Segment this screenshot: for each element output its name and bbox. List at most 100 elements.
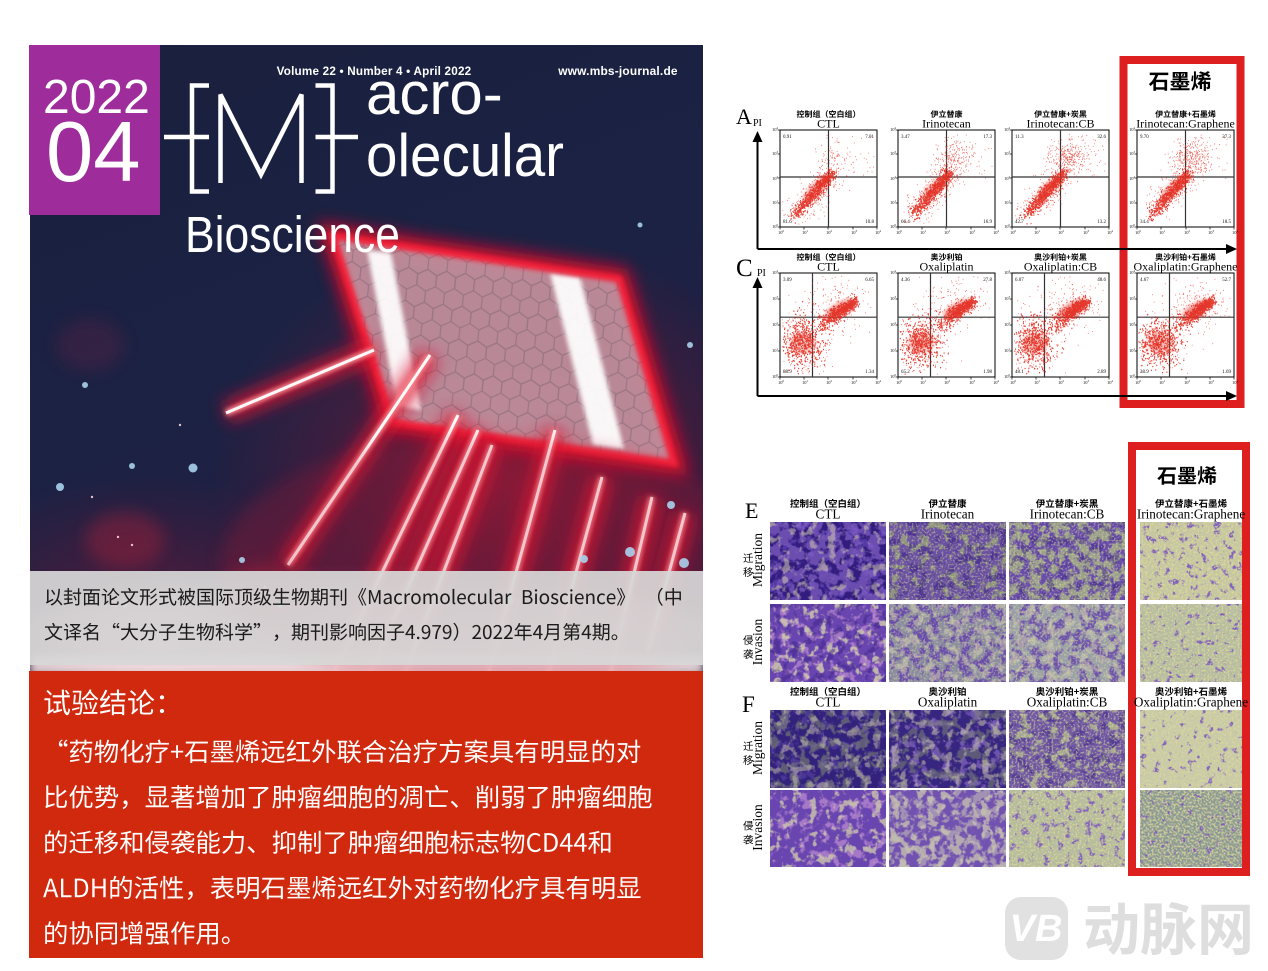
svg-text:104: 104: [890, 269, 897, 275]
svg-text:100: 100: [1135, 229, 1142, 235]
svg-text:Irinotecan: Irinotecan: [921, 507, 975, 522]
svg-text:27.8: 27.8: [983, 278, 992, 283]
svg-text:103: 103: [1208, 379, 1215, 385]
svg-text:Migration: Migration: [750, 533, 765, 587]
svg-text:104: 104: [1107, 379, 1114, 385]
svg-text:Irinotecan: Irinotecan: [922, 117, 971, 131]
svg-text:Oxaliplatin:CB: Oxaliplatin:CB: [1027, 695, 1108, 710]
svg-text:102: 102: [1129, 321, 1136, 327]
svg-text:16.9: 16.9: [983, 220, 992, 225]
svg-text:04: 04: [46, 105, 141, 200]
svg-text:acro-: acro-: [366, 60, 503, 127]
svg-text:Oxaliplatin: Oxaliplatin: [920, 260, 974, 274]
svg-text:103: 103: [1129, 295, 1136, 301]
svg-text:103: 103: [890, 150, 897, 156]
svg-text:102: 102: [772, 175, 779, 181]
svg-text:104: 104: [1232, 379, 1239, 385]
svg-text:104: 104: [993, 229, 1000, 235]
svg-text:Oxaliplatin:Graphene: Oxaliplatin:Graphene: [1134, 695, 1248, 710]
svg-text:104: 104: [875, 229, 882, 235]
svg-text:52.7: 52.7: [1222, 278, 1231, 283]
svg-text:100: 100: [1129, 373, 1136, 379]
svg-text:102: 102: [944, 379, 951, 385]
svg-text:101: 101: [1034, 379, 1041, 385]
svg-text:102: 102: [1004, 321, 1011, 327]
svg-text:100: 100: [1135, 379, 1142, 385]
svg-text:48.1: 48.1: [1015, 370, 1024, 375]
svg-text:6.65: 6.65: [865, 278, 874, 283]
svg-text:100: 100: [772, 373, 779, 379]
svg-text:101: 101: [802, 229, 809, 235]
svg-text:103: 103: [851, 379, 858, 385]
svg-text:104: 104: [993, 379, 1000, 385]
svg-text:100: 100: [1010, 379, 1017, 385]
svg-text:101: 101: [920, 229, 927, 235]
svg-text:Bioscience: Bioscience: [185, 206, 400, 263]
svg-text:PI: PI: [753, 118, 762, 129]
svg-text:100: 100: [778, 379, 785, 385]
svg-text:101: 101: [1129, 347, 1136, 353]
svg-text:102: 102: [826, 379, 833, 385]
svg-text:C: C: [736, 255, 753, 282]
svg-text:100: 100: [896, 379, 903, 385]
svg-text:102: 102: [1129, 175, 1136, 181]
svg-text:103: 103: [1129, 150, 1136, 156]
svg-text:88.9: 88.9: [783, 370, 792, 375]
svg-text:103: 103: [890, 295, 897, 301]
svg-text:104: 104: [1129, 126, 1136, 132]
svg-text:102: 102: [1184, 379, 1191, 385]
svg-text:103: 103: [772, 150, 779, 156]
svg-text:100: 100: [1010, 229, 1017, 235]
svg-text:103: 103: [1083, 229, 1090, 235]
svg-text:102: 102: [944, 229, 951, 235]
svg-text:100: 100: [772, 223, 779, 229]
svg-text:101: 101: [890, 199, 897, 205]
svg-text:104: 104: [1232, 229, 1239, 235]
svg-text:100: 100: [890, 373, 897, 379]
svg-text:101: 101: [772, 347, 779, 353]
svg-text:102: 102: [1004, 175, 1011, 181]
svg-text:103: 103: [1004, 150, 1011, 156]
svg-text:E: E: [745, 498, 758, 523]
svg-text:3.47: 3.47: [901, 135, 910, 140]
svg-text:100: 100: [890, 223, 897, 229]
svg-text:17.3: 17.3: [983, 135, 992, 140]
svg-text:CTL: CTL: [817, 260, 840, 274]
svg-text:PI: PI: [757, 268, 766, 279]
svg-text:100: 100: [778, 229, 785, 235]
svg-text:66.4: 66.4: [901, 220, 910, 225]
svg-text:Irinotecan:CB: Irinotecan:CB: [1030, 507, 1105, 522]
svg-text:103: 103: [1083, 379, 1090, 385]
svg-text:Migration: Migration: [750, 721, 765, 775]
svg-text:38.9: 38.9: [1140, 370, 1149, 375]
svg-text:6.07: 6.07: [1015, 278, 1024, 283]
svg-text:65.2: 65.2: [901, 370, 910, 375]
svg-text:103: 103: [969, 379, 976, 385]
svg-text:11.3: 11.3: [1015, 135, 1024, 140]
svg-text:102: 102: [1184, 229, 1191, 235]
svg-text:103: 103: [851, 229, 858, 235]
svg-text:Oxaliplatin:CB: Oxaliplatin:CB: [1024, 260, 1097, 274]
svg-text:101: 101: [890, 347, 897, 353]
svg-text:102: 102: [890, 175, 897, 181]
svg-text:A: A: [736, 104, 752, 129]
svg-text:102: 102: [1058, 229, 1065, 235]
svg-text:CTL: CTL: [817, 117, 840, 131]
svg-text:42.7: 42.7: [1015, 220, 1024, 225]
svg-text:104: 104: [1004, 269, 1011, 275]
svg-text:18.5: 18.5: [1222, 220, 1231, 225]
svg-text:102: 102: [890, 321, 897, 327]
svg-text:102: 102: [772, 321, 779, 327]
svg-text:100: 100: [1004, 223, 1011, 229]
svg-text:101: 101: [1129, 199, 1136, 205]
svg-text:104: 104: [890, 126, 897, 132]
svg-text:101: 101: [1004, 347, 1011, 353]
svg-text:2.89: 2.89: [1097, 370, 1106, 375]
svg-text:37.3: 37.3: [1222, 135, 1231, 140]
svg-text:1.98: 1.98: [983, 370, 992, 375]
svg-text:0.91: 0.91: [783, 135, 792, 140]
svg-text:104: 104: [1004, 126, 1011, 132]
svg-text:104: 104: [772, 126, 779, 132]
svg-text:F: F: [742, 692, 755, 717]
svg-text:34.4: 34.4: [1140, 220, 1149, 225]
